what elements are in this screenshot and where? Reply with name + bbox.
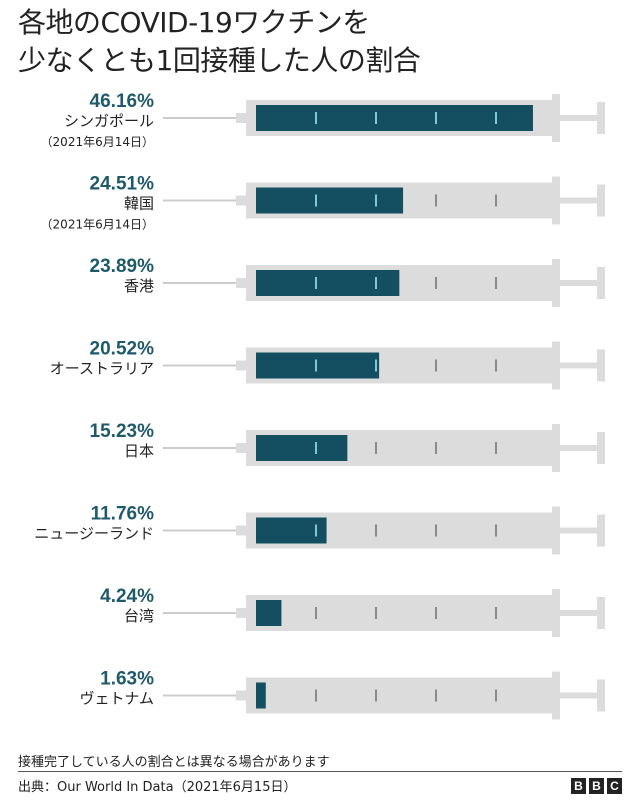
value-label: 20.52%: [90, 339, 155, 360]
value-label: 15.23%: [90, 421, 155, 442]
syringe-row: 20.52%オーストラリア: [50, 339, 605, 390]
syringe-row: 15.23%日本: [90, 421, 605, 472]
syringe-flange: [552, 589, 560, 637]
syringe-hub: [236, 525, 246, 536]
category-label: シンガポール: [64, 112, 154, 130]
category-label: ヴェトナム: [79, 690, 154, 708]
source-text: 出典：Our World In Data（2021年6月15日）: [18, 780, 297, 795]
syringe-hub: [236, 195, 246, 206]
syringe-plunger-handle: [597, 102, 605, 134]
category-label: ニュージーランド: [34, 525, 154, 543]
chart-title-line-1: 各地のCOVID-19ワクチンを: [18, 6, 370, 39]
syringe-row: 24.51%韓国 （2021年6月14日）: [41, 174, 605, 232]
syringe-row: 46.16%シンガポール （2021年6月14日）: [41, 91, 605, 149]
value-bar: [256, 682, 266, 709]
syringe-hub: [236, 443, 246, 453]
syringe-flange: [552, 176, 560, 225]
syringe-row: 11.76%ニュージーランド: [34, 504, 605, 555]
syringe-plunger-handle: [597, 432, 605, 464]
syringe-plunger-handle: [597, 184, 605, 217]
value-label: 4.24%: [100, 586, 154, 607]
value-bar: [256, 435, 348, 461]
syringe-plunger-handle: [597, 267, 605, 299]
syringe-flange: [552, 341, 560, 390]
value-label: 23.89%: [90, 256, 155, 277]
footnote: 接種完了している人の割合とは異なる場合があります: [18, 755, 330, 770]
syringe-plunger-rod: [560, 362, 598, 369]
value-label: 24.51%: [90, 174, 155, 195]
category-label: 韓国: [124, 195, 154, 213]
value-bar: [256, 600, 282, 626]
chart-title: 各地のCOVID-19ワクチンを 少なくとも1回接種した人の割合: [18, 4, 421, 80]
syringe-plunger-handle: [597, 349, 605, 382]
bbc-logo-letter-c: C: [607, 778, 622, 794]
category-label: オーストラリア: [50, 360, 154, 378]
divider: [18, 771, 622, 772]
syringe-barrel: [246, 677, 560, 714]
syringe-plunger-rod: [560, 115, 598, 121]
syringe-flange: [552, 94, 560, 142]
syringe-plunger-handle: [597, 597, 605, 629]
syringe-plunger-rod: [560, 197, 598, 204]
syringe-flange: [552, 506, 560, 555]
value-bar: [256, 187, 404, 214]
syringe-plunger-rod: [560, 692, 598, 699]
syringe-flange: [552, 671, 560, 720]
syringe-plunger-handle: [597, 514, 605, 547]
syringe-hub: [236, 113, 246, 123]
syringe-hub: [236, 278, 246, 288]
syringe-barrel: [246, 595, 560, 631]
syringe-row: 1.63%ヴェトナム: [79, 669, 605, 720]
syringe-plunger-rod: [560, 527, 598, 534]
syringe-row: 4.24%台湾: [100, 586, 605, 637]
date-note: （2021年6月14日）: [41, 135, 154, 149]
value-bar: [256, 517, 327, 544]
syringe-hub: [236, 360, 246, 371]
syringe-plunger-rod: [560, 610, 598, 616]
syringe-plunger-handle: [597, 679, 605, 712]
syringe-hub: [236, 690, 246, 701]
category-label: 香港: [124, 277, 154, 295]
syringe-plunger-rod: [560, 445, 598, 451]
value-bar: [256, 352, 380, 379]
value-label: 46.16%: [90, 91, 155, 112]
syringe-flange: [552, 424, 560, 472]
date-note: （2021年6月14日）: [41, 218, 154, 232]
syringe-flange: [552, 259, 560, 307]
syringe-hub: [236, 608, 246, 618]
chart-title-line-2: 少なくとも1回接種した人の割合: [18, 44, 421, 77]
syringe-bar-chart: 46.16%シンガポール （2021年6月14日） 24.51%韓国 （2021年6月…: [34, 91, 605, 720]
bbc-logo-letter-b1: B: [571, 778, 586, 794]
bbc-logo-letter-b2: B: [589, 778, 604, 794]
bbc-logo: B B C: [571, 778, 622, 794]
syringe-row: 23.89%香港: [90, 256, 605, 307]
value-bar: [256, 270, 400, 296]
syringe-plunger-rod: [560, 280, 598, 286]
value-label: 11.76%: [91, 504, 154, 525]
value-label: 1.63%: [100, 669, 154, 690]
category-label: 台湾: [124, 607, 154, 625]
value-bar: [256, 105, 533, 131]
category-label: 日本: [124, 442, 154, 460]
